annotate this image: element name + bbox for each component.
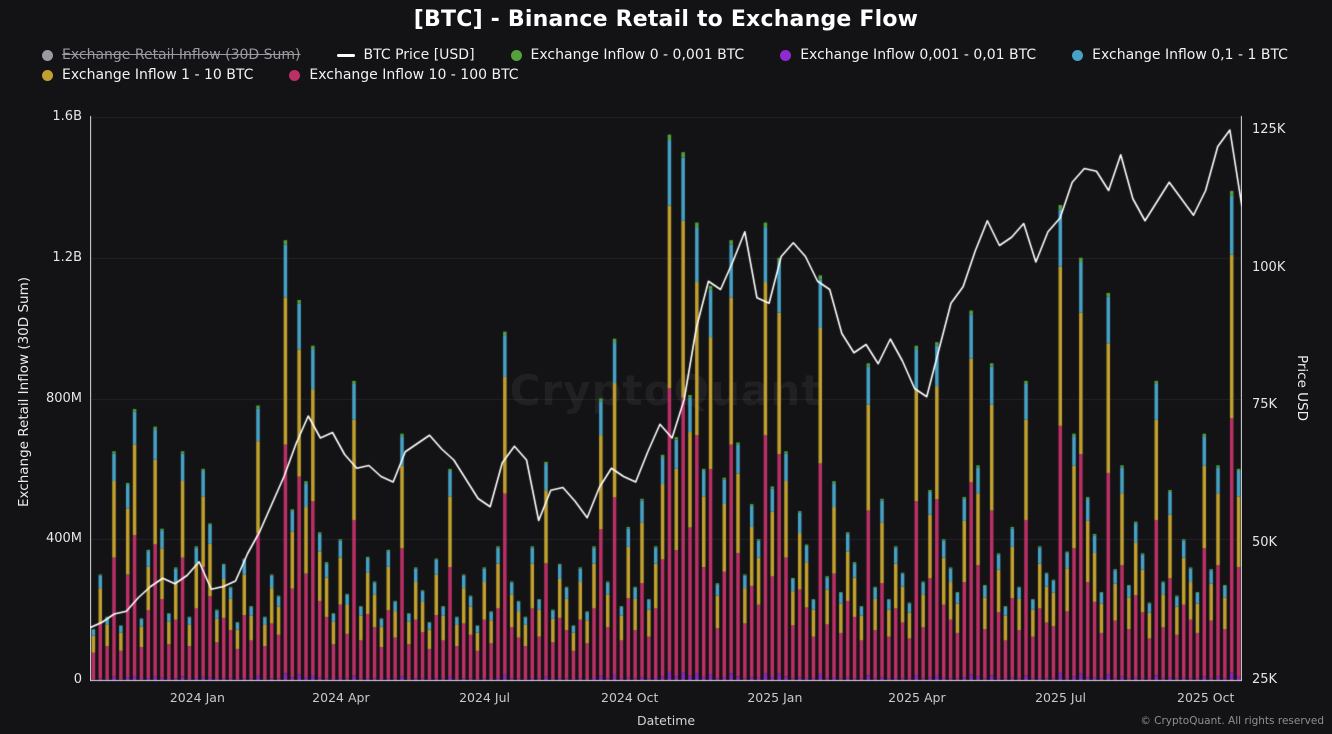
legend-row-1: Exchange Retail Inflow (30D Sum) BTC Pric… (42, 47, 1288, 63)
x-tick-label: 2024 Jan (169, 690, 225, 705)
x-tick-label: 2025 Oct (1177, 690, 1235, 705)
legend-item[interactable]: Exchange Inflow 1 - 10 BTC (42, 67, 253, 83)
series-color-dot-icon (42, 69, 53, 81)
series-color-dot-icon (780, 49, 792, 61)
chart-title: [BTC] - Binance Retail to Exchange Flow (413, 7, 919, 32)
legend-item-label: Exchange Inflow 0,001 - 0,01 BTC (800, 47, 1037, 63)
x-tick-label: 2025 Jul (1035, 690, 1086, 705)
y-right-tick-label: 50K (1252, 534, 1278, 550)
legend-item[interactable]: Exchange Inflow 10 - 100 BTC (289, 67, 519, 83)
y-left-tick-label: 1.6B (52, 109, 82, 124)
legend-item-label: Exchange Inflow 0 - 0,001 BTC (530, 47, 745, 63)
legend-item-label: BTC Price [USD] (363, 47, 475, 63)
y-axis-label-left: Exchange Retail Inflow (30D Sum) (16, 276, 32, 508)
legend-item-label: Exchange Inflow 0,1 - 1 BTC (1092, 47, 1288, 63)
series-color-dot-icon (42, 49, 53, 61)
y-right-tick-label: 125K (1252, 122, 1286, 137)
series-color-dot-icon (1072, 49, 1084, 61)
y-right-tick-label: 25K (1252, 672, 1278, 687)
legend-item[interactable]: BTC Price [USD] (336, 47, 475, 63)
legend-item-label: Exchange Inflow 1 - 10 BTC (62, 67, 254, 83)
copyright-text: © CryptoQuant. All rights reserved (1140, 715, 1324, 727)
series-color-dot-icon (510, 49, 522, 61)
legend-item[interactable]: Exchange Inflow 0 - 0,001 BTC (510, 47, 745, 63)
legend: Exchange Retail Inflow (30D Sum) BTC Pric… (42, 47, 1288, 83)
series-line-icon (336, 53, 355, 57)
x-tick-label: 2024 Oct (601, 690, 659, 705)
y-left-tick-label: 0 (73, 672, 82, 687)
legend-item[interactable]: Exchange Inflow 0,001 - 0,01 BTC (780, 47, 1036, 63)
y-left-tick-label: 1.2B (52, 249, 82, 265)
x-axis-label: Datetime (636, 713, 696, 728)
y-axis-label-right: Price USD (1294, 354, 1310, 422)
legend-item-label: Exchange Inflow 10 - 100 BTC (309, 67, 519, 83)
legend-item-label: Exchange Retail Inflow (30D Sum) (62, 47, 301, 63)
x-tick-label: 2025 Jan (747, 690, 803, 705)
y-left-tick-label: 800M (45, 390, 82, 406)
x-tick-label: 2025 Apr (888, 690, 946, 705)
x-tick-label: 2024 Jul (459, 690, 510, 705)
legend-item[interactable]: Exchange Retail Inflow (30D Sum) (42, 47, 301, 63)
y-left-tick-label: 400M (45, 531, 82, 547)
legend-item[interactable]: Exchange Inflow 0,1 - 1 BTC (1072, 47, 1288, 63)
legend-row-2: Exchange Inflow 1 - 10 BTC Exchange Inflo… (42, 67, 1288, 83)
y-right-tick-label: 100K (1252, 259, 1286, 275)
series-color-dot-icon (289, 69, 301, 81)
x-tick-label: 2024 Apr (312, 690, 370, 705)
y-right-tick-label: 75K (1252, 397, 1278, 412)
chart-plot-area[interactable] (90, 112, 1242, 684)
